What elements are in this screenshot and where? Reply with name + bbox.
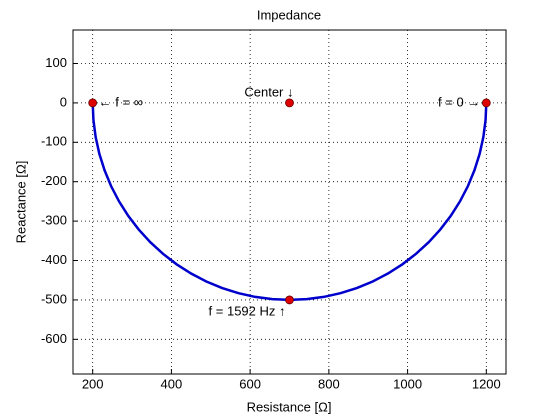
- plot-area: [72, 29, 507, 375]
- y-tick-label: 100: [45, 55, 67, 70]
- point-annotation: f = 1592 Hz ↑: [209, 303, 286, 318]
- x-axis-label: Resistance [Ω]: [247, 399, 332, 414]
- x-tick-label: 600: [239, 376, 261, 391]
- point-marker: [285, 98, 294, 108]
- y-tick-label: -100: [41, 134, 67, 149]
- point-marker: [285, 295, 294, 305]
- point-marker: [88, 98, 98, 108]
- y-axis-label: Reactance [Ω]: [13, 161, 28, 244]
- point-marker: [481, 98, 491, 108]
- point-annotation: Center ↓: [244, 84, 293, 99]
- x-tick-label: 400: [161, 376, 183, 391]
- x-tick-label: 200: [82, 376, 104, 391]
- y-tick-label: -300: [41, 213, 67, 228]
- x-tick-label: 1000: [393, 376, 422, 391]
- y-tick-label: -500: [41, 291, 67, 306]
- x-tick-label: 800: [318, 376, 340, 391]
- y-tick-label: -200: [41, 173, 67, 188]
- y-tick-label: -600: [41, 331, 67, 346]
- point-annotation: ← f = ∞: [99, 94, 143, 109]
- y-tick-label: -400: [41, 252, 67, 267]
- point-annotation: f = 0 →: [438, 94, 480, 109]
- y-tick-label: 0: [60, 94, 67, 109]
- x-tick-label: 1200: [472, 376, 501, 391]
- chart-title: Impedance: [257, 7, 321, 22]
